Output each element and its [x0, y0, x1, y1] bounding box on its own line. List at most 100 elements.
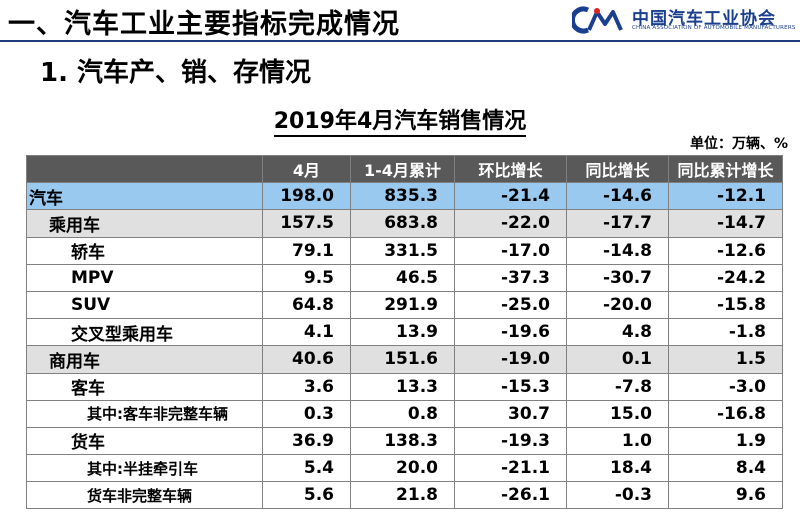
table-cell: 198.0: [262, 182, 351, 211]
table-cell: 64.8: [262, 290, 351, 320]
sales-table: 4月 1-4月累计 环比增长 同比增长 同比累计增长 汽车 198.0 835.3-…: [26, 154, 783, 510]
row-label: SUV: [26, 290, 263, 320]
row-label: 乘用车: [26, 209, 263, 238]
column-header: 环比增长: [454, 154, 567, 184]
table-cell: -0.3: [566, 481, 669, 510]
table-cell: 20.0: [350, 454, 455, 483]
table-cell: 9.6: [668, 481, 783, 510]
table-cell: 4.1: [262, 318, 351, 347]
unit-note: 单位：万辆、%: [689, 136, 788, 152]
table-cell: 0.3: [262, 399, 351, 428]
table-cell: -1.8: [668, 318, 783, 347]
row-label: 其中:客车非完整车辆: [26, 399, 263, 428]
table-cell: -15.8: [668, 290, 783, 320]
table-cell: 13.9: [350, 318, 455, 347]
table-cell: 4.8: [566, 318, 669, 347]
table-cell: -26.1: [454, 481, 567, 510]
table-row: 商用车 40.6 151.6 -19.0 0.1 1.5: [26, 345, 783, 374]
slide-heading: 一、汽车工业主要指标完成情况: [8, 9, 400, 40]
table-cell: -12.1: [668, 182, 783, 211]
row-label: 货车非完整车辆: [26, 481, 263, 510]
org-name: 中国汽车工业协会: [632, 9, 776, 29]
table-cell: 46.5: [350, 263, 455, 292]
table-cell: -19.0: [454, 345, 567, 374]
table-row: 货车 36.9 138.3 -19.3 1.0 1.9: [26, 426, 783, 456]
table-cell: -22.0: [454, 209, 567, 238]
row-label: 其中:半挂牵引车: [26, 454, 263, 483]
row-label: 汽车: [26, 182, 263, 211]
header-divider: [0, 40, 800, 42]
column-header: 1-4月累计: [350, 154, 455, 184]
table-cell: -25.0: [454, 290, 567, 320]
table-row: 其中:客车非完整车辆 0.3 0.8 30.7 15.0 -16.8: [26, 399, 783, 428]
table-header-row: 4月 1-4月累计 环比增长 同比增长 同比累计增长: [26, 154, 783, 184]
table-cell: 151.6: [350, 345, 455, 374]
table-row: 客车 3.6 13.3 -15.3 -7.8 -3.0: [26, 372, 783, 401]
table-row: 交叉型乘用车 4.1 13.9 -19.6 4.8 -1.8: [26, 318, 783, 347]
table-cell: -20.0: [566, 290, 669, 320]
table-row: 货车非完整车辆 5.6 21.8 -26.1 -0.3 9.6: [26, 481, 783, 510]
table-cell: 30.7: [454, 399, 567, 428]
table-cell: -17.0: [454, 236, 567, 265]
table-row: SUV 64.8 291.9 -25.0 -20.0 -15.8: [26, 290, 783, 320]
table-cell: -16.8: [668, 399, 783, 428]
section-title: 1. 汽车产、销、存情况: [40, 58, 312, 88]
table-cell: -14.6: [566, 182, 669, 211]
column-header: [26, 154, 263, 184]
cam-logo-icon: [572, 6, 623, 34]
table-cell: 13.3: [350, 372, 455, 401]
table-cell: 1.5: [668, 345, 783, 374]
table-row: 轿车 79.1 331.5 -17.0 -14.8 -12.6: [26, 236, 783, 265]
table-row: 汽车 198.0 835.3 -21.4 -14.6 -12.1: [26, 182, 783, 211]
table-cell: 36.9: [262, 426, 351, 456]
table-cell: 835.3: [350, 182, 455, 211]
table-cell: 5.4: [262, 454, 351, 483]
table-cell: 683.8: [350, 209, 455, 238]
table-body: 汽车 198.0 835.3 -21.4 -14.6 -12.1 乘用车 157.5 683.8…: [26, 182, 783, 510]
table-cell: 3.6: [262, 372, 351, 401]
table-cell: -3.0: [668, 372, 783, 401]
table-cell: -17.7: [566, 209, 669, 238]
table-title: 2019年4月汽车销售情况: [0, 103, 800, 137]
table-cell: 40.6: [262, 345, 351, 374]
table-cell: -19.3: [454, 426, 567, 456]
table-cell: 331.5: [350, 236, 455, 265]
row-label: 客车: [26, 372, 263, 401]
column-header: 同比累计增长: [668, 154, 783, 184]
org-subtitle: CHINA ASSOCIATION OF AUTOMOBILE MANUFACT…: [632, 25, 796, 31]
table-cell: 1.0: [566, 426, 669, 456]
table-cell: 1.9: [668, 426, 783, 456]
table-cell: 157.5: [262, 209, 351, 238]
table-cell: -21.4: [454, 182, 567, 211]
table-cell: -15.3: [454, 372, 567, 401]
table-cell: -24.2: [668, 263, 783, 292]
table-cell: 8.4: [668, 454, 783, 483]
table-cell: -19.6: [454, 318, 567, 347]
table-cell: -14.8: [566, 236, 669, 265]
table-cell: 0.1: [566, 345, 669, 374]
row-label: MPV: [26, 263, 263, 292]
table-cell: -37.3: [454, 263, 567, 292]
table-cell: 15.0: [566, 399, 669, 428]
column-header: 同比增长: [566, 154, 669, 184]
table-cell: -30.7: [566, 263, 669, 292]
row-label: 商用车: [26, 345, 263, 374]
table-cell: -7.8: [566, 372, 669, 401]
row-label: 轿车: [26, 236, 263, 265]
row-label: 交叉型乘用车: [26, 318, 263, 347]
table-cell: 0.8: [350, 399, 455, 428]
table-cell: 9.5: [262, 263, 351, 292]
table-cell: -12.6: [668, 236, 783, 265]
table-cell: -21.1: [454, 454, 567, 483]
table-cell: 138.3: [350, 426, 455, 456]
table-row: 乘用车 157.5 683.8 -22.0 -17.7 -14.7: [26, 209, 783, 238]
table-cell: 291.9: [350, 290, 455, 320]
org-logo: 中国汽车工业协会 CHINA ASSOCIATION OF AUTOMOBILE…: [572, 4, 798, 36]
table-row: MPV 9.5 46.5 -37.3 -30.7 -24.2: [26, 263, 783, 292]
table-cell: 5.6: [262, 481, 351, 510]
table-cell: 18.4: [566, 454, 669, 483]
column-header: 4月: [262, 154, 351, 184]
table-cell: 79.1: [262, 236, 351, 265]
row-label: 货车: [26, 426, 263, 456]
table-title-text: 2019年4月汽车销售情况: [273, 109, 527, 137]
